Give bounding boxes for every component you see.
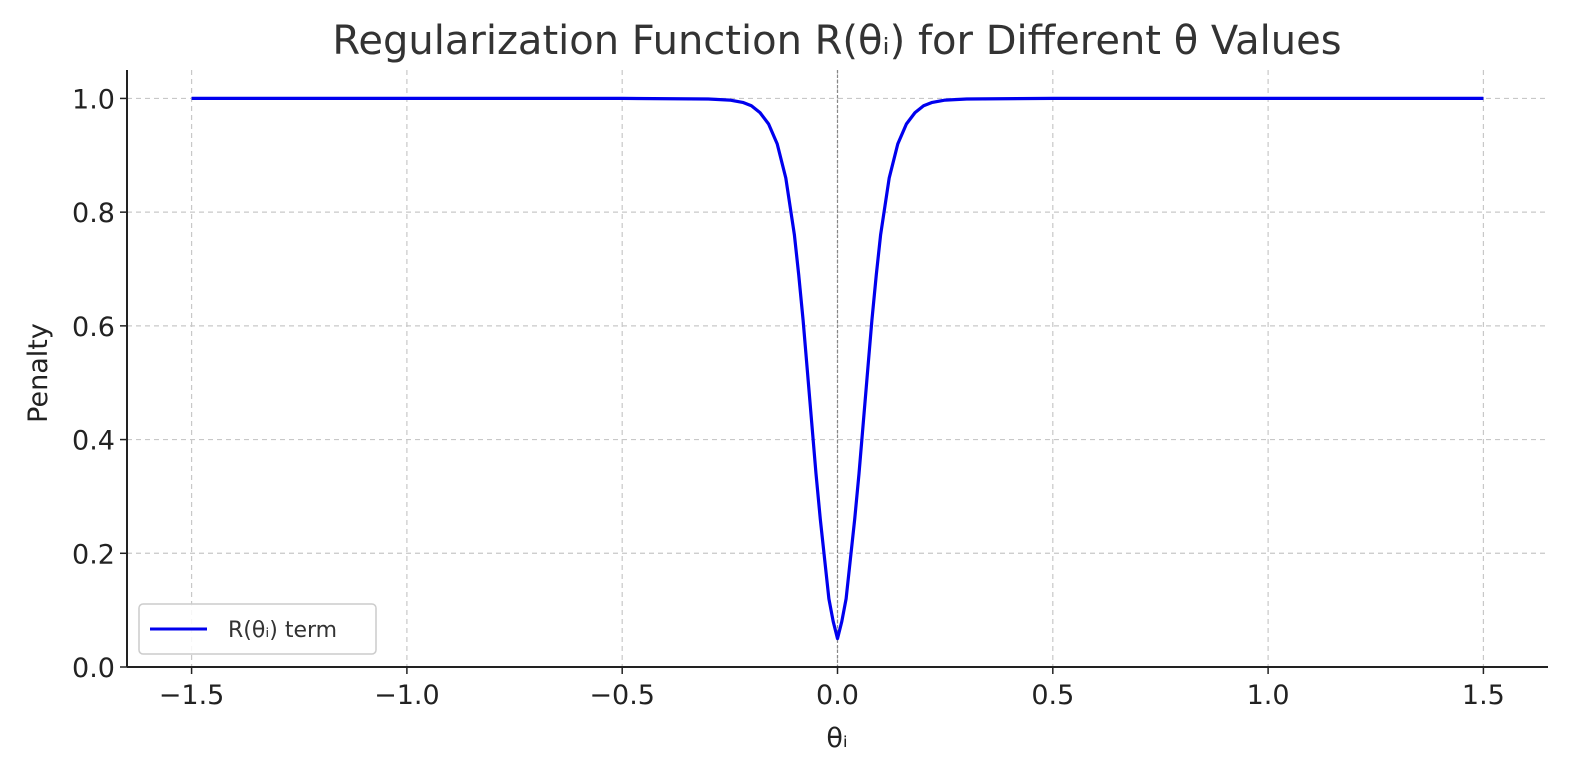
x-tick-label: 0.5 (1031, 680, 1074, 711)
y-tick-label: 0.4 (72, 426, 115, 457)
y-tick-label: 0.2 (72, 539, 115, 570)
x-tick-label: −0.5 (589, 680, 655, 711)
series-line (191, 96, 1484, 641)
y-axis-label: Penalty (23, 323, 54, 423)
x-tick-label: 1.5 (1462, 680, 1505, 711)
x-tick-label: −1.0 (374, 680, 440, 711)
legend-label: R(θᵢ) term (228, 618, 337, 643)
y-tick-label: 0.0 (72, 653, 115, 684)
ticks: −1.5 −1.0 −0.5 0.0 0.5 1.0 1.5 0.0 0.2 0.4 0.6 0.8 1… (72, 84, 1505, 711)
legend-box (138, 603, 377, 655)
series-group (191, 96, 1484, 641)
x-axis-label: θᵢ (826, 723, 847, 754)
y-tick-label: 0.6 (72, 312, 115, 343)
y-tick-label: 0.8 (72, 198, 115, 229)
y-tick-label: 1.0 (72, 84, 115, 115)
chart-title: Regularization Function R(θᵢ) for Differ… (332, 18, 1341, 64)
x-tick-label: 0.0 (816, 680, 859, 711)
x-tick-label: −1.5 (159, 680, 225, 711)
x-tick-label: 1.0 (1247, 680, 1290, 711)
legend: R(θᵢ) term (138, 603, 377, 655)
